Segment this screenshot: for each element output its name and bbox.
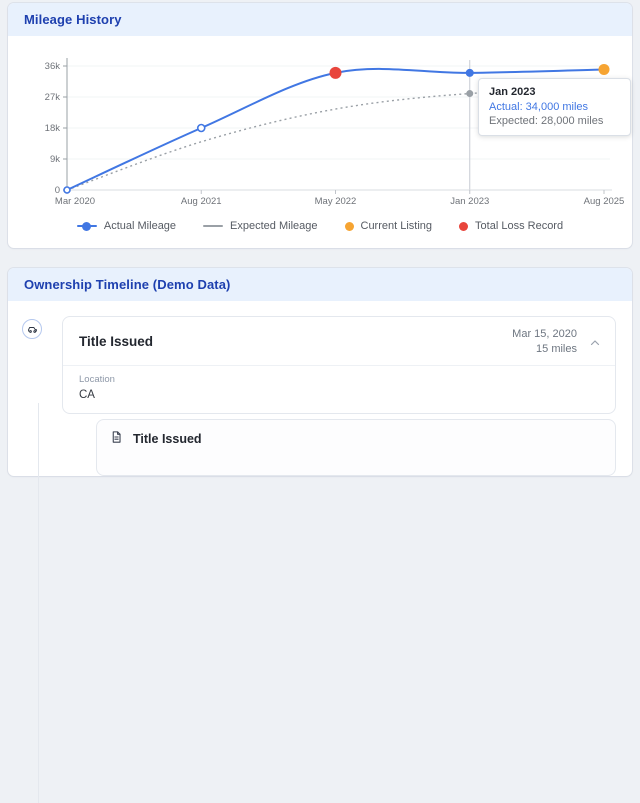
timeline-item-body: Title Issued Mar 15, 2020 15 miles <box>62 316 616 476</box>
svg-text:Jan 2023: Jan 2023 <box>450 196 489 207</box>
mileage-chart-area: 0 9k 18k 27k 36k Mar 2020 Aug 2021 May 2022 Jan … <box>8 48 632 210</box>
chart-tooltip: Jan 2023 Actual: 34,000 miles Expected: … <box>478 78 631 136</box>
svg-text:Aug 2025: Aug 2025 <box>584 196 625 207</box>
legend-line-swatch <box>203 225 224 227</box>
event-divider <box>63 364 615 366</box>
sub-event-card: Title Issued <box>96 418 616 476</box>
svg-text:Aug 2021: Aug 2021 <box>181 196 222 207</box>
legend-dot-swatch <box>459 221 469 231</box>
event-miles: 15 miles <box>536 342 577 355</box>
car-icon <box>22 319 42 339</box>
chart-legend: Actual Mileage Expected Mileage Current Li… <box>8 220 632 248</box>
tooltip-date: Jan 2023 <box>489 86 536 98</box>
legend-line-swatch <box>76 221 97 231</box>
event-card: Title Issued Mar 15, 2020 15 miles <box>62 316 616 414</box>
svg-text:9k: 9k <box>50 154 60 165</box>
legend-dot-swatch <box>344 221 354 231</box>
legend-label: Actual Mileage <box>103 220 177 232</box>
legend-item-total-loss-record: Total Loss Record <box>459 220 563 232</box>
location-label: Location <box>79 373 115 385</box>
legend-item-actual-mileage: Actual Mileage <box>76 220 177 232</box>
sub-event-header[interactable]: Title Issued <box>97 420 615 459</box>
ownership-timeline-card: Ownership Timeline (Demo Data) Title Iss… <box>8 268 632 803</box>
legend-label: Total Loss Record <box>475 220 564 232</box>
svg-text:Mar 2020: Mar 2020 <box>55 196 95 207</box>
tooltip-actual-value: Actual: 34,000 miles <box>489 101 589 113</box>
legend-label: Current Listing <box>360 220 433 232</box>
svg-text:0: 0 <box>55 185 60 196</box>
event-title: Title Issued <box>79 334 154 349</box>
tooltip-expected-value: Expected: 28,000 miles <box>489 115 604 127</box>
event-meta: Mar 15, 2020 15 miles <box>512 327 577 357</box>
svg-text:May 2022: May 2022 <box>315 196 357 207</box>
svg-text:27k: 27k <box>45 92 61 103</box>
ownership-timeline-header: Ownership Timeline (Demo Data) <box>8 268 632 301</box>
mileage-history-card: Mileage History 0 9k 18k 27k 36k Mar 2020 Aug … <box>8 3 632 248</box>
event-header[interactable]: Title Issued Mar 15, 2020 15 miles <box>63 317 615 365</box>
sub-event-title: Title Issued <box>133 432 202 447</box>
svg-text:36k: 36k <box>45 61 61 72</box>
event-date: Mar 15, 2020 <box>512 328 577 340</box>
svg-text:18k: 18k <box>45 123 61 134</box>
mileage-history-header: Mileage History <box>8 3 632 36</box>
mileage-line-chart[interactable]: 0 9k 18k 27k 36k Mar 2020 Aug 2021 May 2022 Jan … <box>8 48 632 210</box>
legend-item-expected-mileage: Expected Mileage <box>203 220 318 232</box>
location-value: CA <box>79 388 95 401</box>
timeline-item: Title Issued Mar 15, 2020 15 miles <box>22 316 616 476</box>
event-details: Location CA <box>63 366 615 413</box>
legend-label: Expected Mileage <box>230 220 318 232</box>
ownership-timeline-title: Ownership Timeline (Demo Data) <box>24 277 231 292</box>
timeline-icon-column <box>22 316 48 476</box>
timeline: Title Issued Mar 15, 2020 15 miles <box>8 301 632 803</box>
legend-item-current-listing: Current Listing <box>344 220 433 232</box>
document-icon <box>110 430 123 449</box>
mileage-history-title: Mileage History <box>24 12 122 27</box>
chevron-up-icon[interactable] <box>589 336 601 354</box>
